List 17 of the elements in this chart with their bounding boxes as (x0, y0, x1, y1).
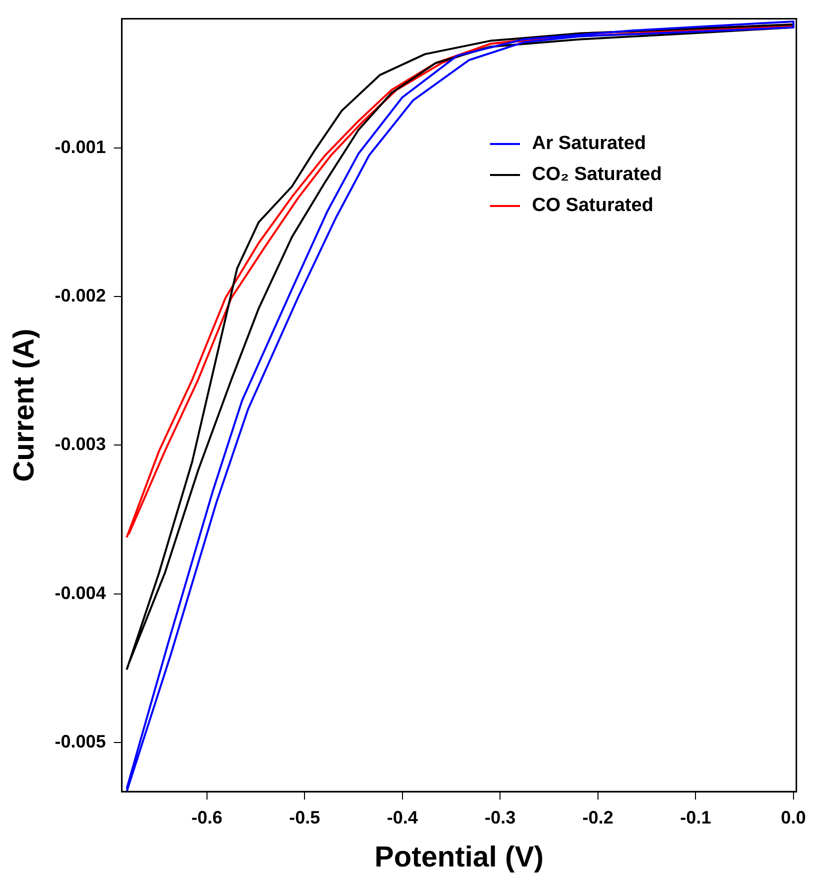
x-tick-label: 0.0 (780, 807, 806, 828)
legend-label: Ar Saturated (532, 132, 646, 154)
x-tick-label: -0.5 (289, 807, 320, 828)
legend-label: CO Saturated (532, 194, 654, 216)
y-tick-label: -0.005 (54, 732, 106, 752)
y-tick-label: -0.003 (54, 434, 106, 454)
x-tick-label: -0.1 (680, 807, 712, 828)
x-tick-label: -0.4 (386, 807, 418, 828)
legend-label: CO₂ Saturated (532, 164, 662, 186)
x-axis-title: Potential (V) (374, 842, 544, 874)
y-tick-label: -0.001 (54, 136, 106, 157)
y-tick-label: -0.002 (54, 285, 106, 306)
y-tick-label: -0.004 (54, 582, 106, 603)
x-tick-label: -0.2 (582, 807, 614, 828)
x-tick-label: -0.3 (484, 807, 516, 828)
x-tick-label: -0.6 (191, 807, 222, 828)
y-axis-title: Current (A) (8, 328, 40, 482)
